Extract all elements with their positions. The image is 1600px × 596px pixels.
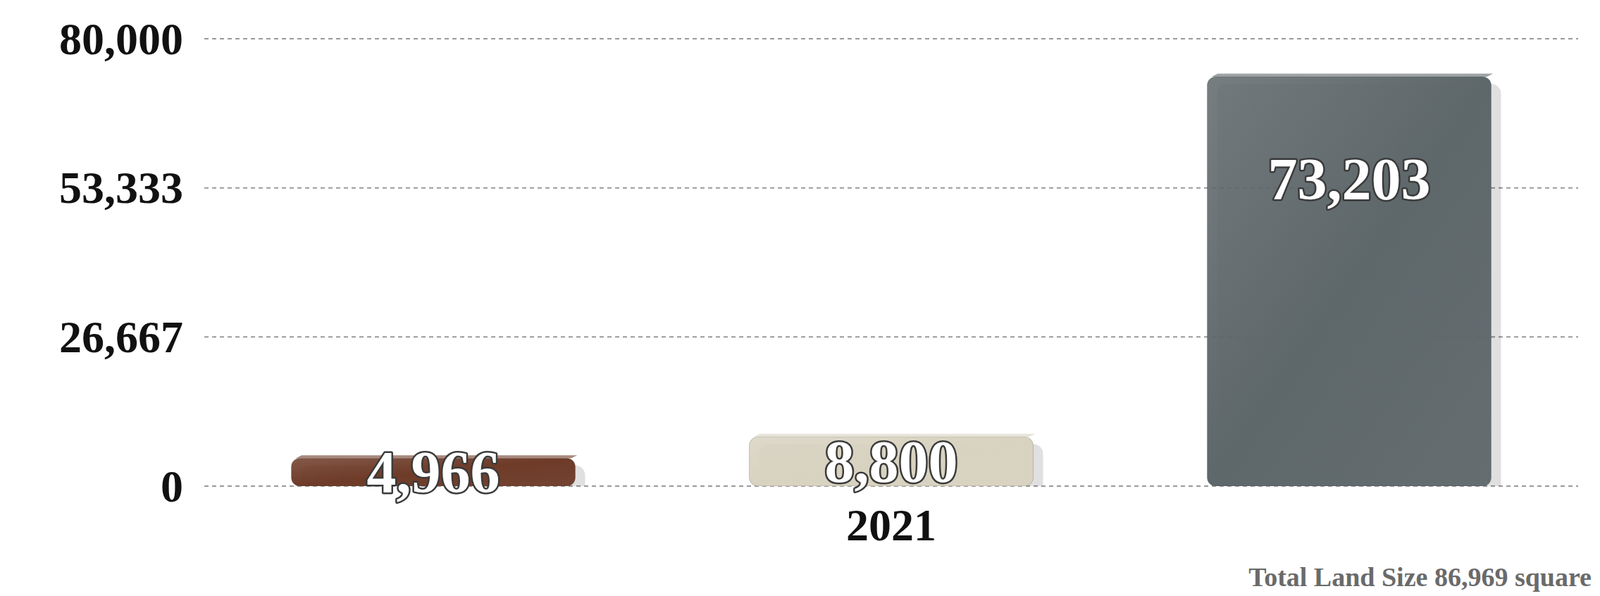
data-label: 8,800 xyxy=(825,429,959,495)
tick-label: 80,000 xyxy=(59,14,184,65)
labels: 4,966 8,8002021 73,203 xyxy=(367,146,1431,551)
data-label: 4,966 xyxy=(367,439,501,506)
category-label: 2021 xyxy=(846,500,937,551)
bar-top xyxy=(1211,73,1494,77)
grid xyxy=(204,38,1579,487)
data-label: 73,203 xyxy=(1268,146,1431,213)
tick-label: 26,667 xyxy=(59,312,184,363)
chart: 0 26,667 53,333 80,000 4,966 8,8002021 73,203 T… xyxy=(0,0,1600,596)
annotation: Total Land Size 86,969 square xyxy=(1248,562,1592,592)
grid-line xyxy=(204,38,1579,40)
bar xyxy=(1207,76,1492,487)
tick-label: 0 xyxy=(160,461,184,512)
bars xyxy=(291,73,1502,487)
tick-label: 53,333 xyxy=(59,162,184,213)
